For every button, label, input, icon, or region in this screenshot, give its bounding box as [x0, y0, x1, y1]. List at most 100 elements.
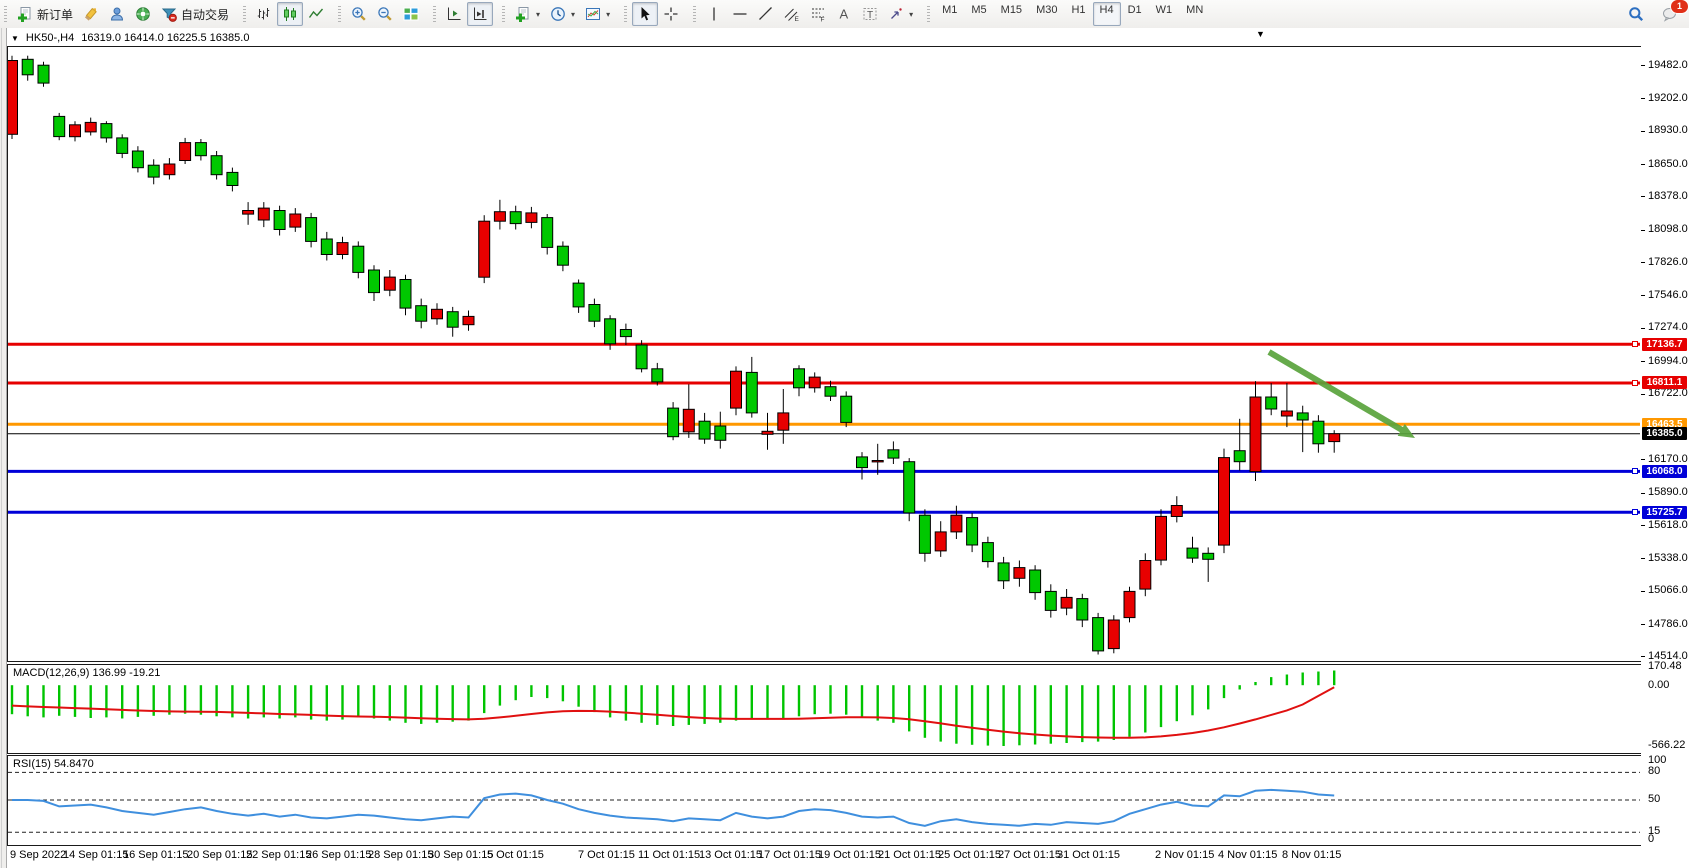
cursor-button[interactable] [632, 2, 659, 26]
svg-text:F: F [821, 17, 825, 23]
price-tick-label: 19202.0 [1648, 91, 1688, 104]
candlestick-chart-button[interactable] [277, 2, 304, 26]
current-bar-marker-icon[interactable]: ▼ [1256, 29, 1265, 39]
axis-end-icon [446, 6, 462, 22]
new-order-button[interactable]: 新订单 [12, 2, 78, 26]
candle-body [179, 142, 192, 162]
rsi-axis-label: 100 [1648, 754, 1667, 766]
candle-body [431, 308, 443, 320]
timeframe-m30[interactable]: M30 [1036, 4, 1058, 16]
timeframe-mn[interactable]: MN [1186, 4, 1204, 16]
news-button[interactable] [130, 2, 156, 26]
profile-icon [109, 6, 125, 22]
candle-body [257, 207, 270, 221]
date-label: 11 Oct 01:15 [638, 849, 701, 861]
timeframe-m1[interactable]: M1 [942, 4, 958, 16]
timeframe-h1[interactable]: H1 [1071, 4, 1086, 16]
timeframe-d1[interactable]: D1 [1127, 4, 1142, 16]
trend-line-button[interactable] [753, 2, 779, 26]
candles-icon [282, 6, 298, 22]
svg-text:E: E [795, 16, 800, 22]
text-label-button[interactable]: T [857, 2, 883, 26]
zoom-in-button[interactable] [346, 2, 372, 26]
timeframe-m5[interactable]: M5 [971, 4, 987, 16]
equidistant-channel-button[interactable]: E [779, 2, 805, 26]
line-chart-button[interactable] [303, 2, 329, 26]
arrows-button[interactable]: ▾ [883, 2, 918, 26]
toolbar-group-2 [334, 0, 429, 28]
templates-button[interactable]: ▾ [580, 2, 615, 26]
hline-handle[interactable] [1632, 379, 1638, 386]
horizontal-line-button[interactable] [727, 2, 753, 26]
candle-body [887, 449, 900, 459]
price-tick-label: 19482.0 [1648, 58, 1688, 71]
auto-scroll-button[interactable] [441, 2, 467, 26]
template-icon [585, 6, 601, 22]
candle-body [415, 305, 428, 322]
auto-trading-button[interactable]: 自动交易 [156, 2, 234, 26]
doc-plus-icon [17, 6, 33, 22]
hline-handle[interactable] [1632, 468, 1638, 475]
chart-shift-button[interactable] [467, 2, 494, 26]
fibonacci-button[interactable]: F [805, 2, 831, 26]
candle-body [1044, 590, 1057, 611]
candle-body [1029, 569, 1042, 594]
candle-body [1013, 567, 1026, 579]
text-button[interactable]: A [831, 2, 857, 26]
date-label: 5 Oct 01:15 [487, 849, 544, 861]
plot-area[interactable] [7, 46, 1642, 662]
periods-button[interactable]: ▾ [545, 2, 580, 26]
chat-button[interactable]: 1 [1657, 0, 1689, 26]
toolbar: 新订单 自动交易 ▾ ▾ ▾ E F A T ▾ M1 M5 M15 M30 H1 H4 D1 W1 MN 1 [0, 0, 1689, 29]
candle-body [1170, 505, 1183, 517]
price-tick-label-tick [1641, 295, 1645, 297]
price-tick-label: 18930.0 [1648, 124, 1688, 137]
tline-icon [758, 6, 774, 22]
rsi-axis-label: 50 [1648, 793, 1661, 805]
sell-arrow-annotation[interactable] [1267, 349, 1415, 438]
zoom-out-button[interactable] [372, 2, 398, 26]
hline-handle[interactable] [1632, 509, 1638, 516]
candle-body [100, 123, 113, 139]
vertical-line-button[interactable] [701, 2, 727, 26]
window-splitter[interactable] [0, 28, 7, 868]
search-button[interactable] [1623, 2, 1649, 26]
hline-handle[interactable] [1632, 341, 1638, 348]
price-tick-label: 16722.0 [1648, 387, 1688, 400]
timeframe-h4[interactable]: H4 [1092, 2, 1121, 26]
chevron-down-icon: ▾ [909, 9, 914, 19]
svg-text:A: A [840, 7, 849, 22]
price-tick-label-tick [1641, 459, 1645, 461]
price-axis[interactable] [1641, 46, 1689, 846]
candle-body [1328, 433, 1341, 443]
price-tick-label-tick [1641, 525, 1645, 526]
candle-body [698, 420, 711, 440]
chart-dropdown-icon[interactable]: ▼ [11, 33, 19, 43]
price-tick-label: 16994.0 [1648, 354, 1688, 367]
candle-body [856, 456, 868, 469]
cursor-icon [637, 6, 653, 22]
indicators-button[interactable]: ▾ [510, 2, 545, 26]
candle-body [194, 142, 207, 157]
timeframe-m15[interactable]: M15 [1000, 4, 1023, 16]
candle-body [1265, 396, 1278, 410]
toolbar-group-1 [239, 0, 334, 28]
clock-icon [550, 6, 566, 22]
price-tick-label: 18650.0 [1648, 157, 1688, 170]
candle-body [793, 368, 805, 389]
rsi-panel[interactable]: RSI(15) 54.8470 [7, 755, 1642, 846]
crosshair-button[interactable] [658, 2, 684, 26]
macd-panel[interactable]: MACD(12,26,9) 136.99 -19.21 [7, 664, 1642, 754]
profile-button[interactable] [104, 2, 130, 26]
ohlc-values: 16319.0 16414.0 16225.5 16385.0 [81, 32, 250, 44]
candle-body [761, 430, 774, 435]
bar-chart-button[interactable] [251, 2, 277, 26]
price-tick-label: 15066.0 [1648, 584, 1688, 597]
price-tick-label: 16170.0 [1648, 452, 1688, 465]
time-axis[interactable]: 9 Sep 2022 14 Sep 01:15 16 Sep 01:15 20 Sep… [7, 846, 1642, 867]
tile-windows-button[interactable] [398, 2, 424, 26]
timeframe-w1[interactable]: W1 [1155, 4, 1173, 16]
highlighter-button[interactable] [78, 2, 104, 26]
main-chart-svg [8, 55, 1640, 655]
